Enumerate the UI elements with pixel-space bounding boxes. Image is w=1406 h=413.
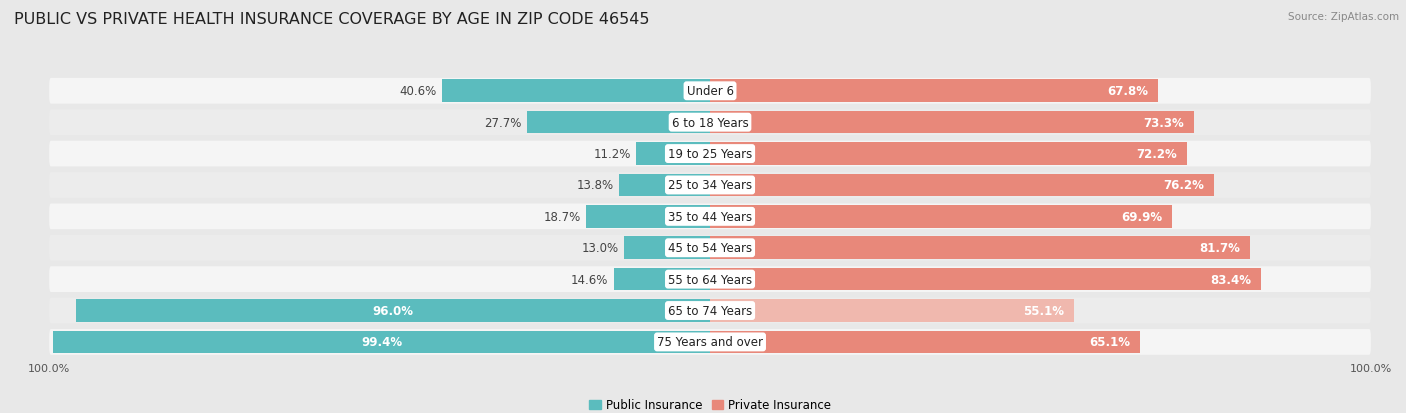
Text: 55.1%: 55.1% bbox=[1024, 304, 1064, 317]
Text: 25 to 34 Years: 25 to 34 Years bbox=[668, 179, 752, 192]
Text: 76.2%: 76.2% bbox=[1163, 179, 1204, 192]
Text: 67.8%: 67.8% bbox=[1107, 85, 1149, 98]
Text: 99.4%: 99.4% bbox=[361, 336, 402, 349]
Bar bbox=[710, 268, 1261, 291]
Bar bbox=[710, 206, 1173, 228]
Bar bbox=[619, 174, 710, 197]
Text: 13.0%: 13.0% bbox=[582, 242, 619, 255]
Bar bbox=[710, 80, 1159, 103]
Bar bbox=[624, 237, 710, 259]
FancyBboxPatch shape bbox=[49, 110, 1371, 136]
Text: 18.7%: 18.7% bbox=[544, 210, 581, 223]
Text: Source: ZipAtlas.com: Source: ZipAtlas.com bbox=[1288, 12, 1399, 22]
FancyBboxPatch shape bbox=[49, 235, 1371, 261]
FancyBboxPatch shape bbox=[49, 267, 1371, 292]
Text: 96.0%: 96.0% bbox=[373, 304, 413, 317]
Text: 11.2%: 11.2% bbox=[593, 148, 631, 161]
FancyBboxPatch shape bbox=[49, 173, 1371, 198]
Bar bbox=[441, 80, 710, 103]
Bar bbox=[710, 237, 1250, 259]
Bar bbox=[76, 299, 710, 322]
Text: 72.2%: 72.2% bbox=[1136, 148, 1177, 161]
Text: 65 to 74 Years: 65 to 74 Years bbox=[668, 304, 752, 317]
Bar bbox=[710, 331, 1140, 354]
Legend: Public Insurance, Private Insurance: Public Insurance, Private Insurance bbox=[585, 394, 835, 413]
Bar bbox=[586, 206, 710, 228]
Bar bbox=[53, 331, 710, 354]
Text: 45 to 54 Years: 45 to 54 Years bbox=[668, 242, 752, 255]
FancyBboxPatch shape bbox=[49, 298, 1371, 324]
Text: 75 Years and over: 75 Years and over bbox=[657, 336, 763, 349]
Text: 83.4%: 83.4% bbox=[1211, 273, 1251, 286]
Text: 73.3%: 73.3% bbox=[1143, 116, 1184, 129]
Bar bbox=[710, 299, 1074, 322]
Text: 6 to 18 Years: 6 to 18 Years bbox=[672, 116, 748, 129]
Text: 69.9%: 69.9% bbox=[1121, 210, 1161, 223]
FancyBboxPatch shape bbox=[49, 204, 1371, 230]
Text: PUBLIC VS PRIVATE HEALTH INSURANCE COVERAGE BY AGE IN ZIP CODE 46545: PUBLIC VS PRIVATE HEALTH INSURANCE COVER… bbox=[14, 12, 650, 27]
Text: 19 to 25 Years: 19 to 25 Years bbox=[668, 148, 752, 161]
Text: Under 6: Under 6 bbox=[686, 85, 734, 98]
FancyBboxPatch shape bbox=[49, 141, 1371, 167]
Text: 55 to 64 Years: 55 to 64 Years bbox=[668, 273, 752, 286]
FancyBboxPatch shape bbox=[49, 329, 1371, 355]
Text: 35 to 44 Years: 35 to 44 Years bbox=[668, 210, 752, 223]
Text: 65.1%: 65.1% bbox=[1090, 336, 1130, 349]
Bar bbox=[710, 143, 1187, 166]
Bar bbox=[527, 112, 710, 134]
Bar bbox=[710, 112, 1195, 134]
Text: 14.6%: 14.6% bbox=[571, 273, 609, 286]
Bar bbox=[710, 174, 1213, 197]
Text: 27.7%: 27.7% bbox=[484, 116, 522, 129]
Bar bbox=[613, 268, 710, 291]
FancyBboxPatch shape bbox=[49, 79, 1371, 104]
Text: 81.7%: 81.7% bbox=[1199, 242, 1240, 255]
Text: 13.8%: 13.8% bbox=[576, 179, 613, 192]
Text: 40.6%: 40.6% bbox=[399, 85, 436, 98]
Bar bbox=[636, 143, 710, 166]
